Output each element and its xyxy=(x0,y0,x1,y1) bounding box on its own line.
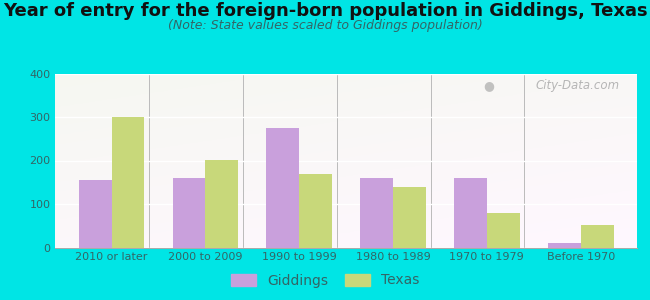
Bar xyxy=(360,178,393,247)
Bar xyxy=(299,174,332,248)
Bar xyxy=(548,243,580,248)
Bar xyxy=(112,117,144,247)
Bar xyxy=(580,225,614,248)
Bar xyxy=(454,178,487,247)
Bar xyxy=(487,213,520,248)
Bar xyxy=(266,128,299,248)
Bar xyxy=(393,188,426,248)
Text: City-Data.com: City-Data.com xyxy=(536,79,619,92)
Text: ●: ● xyxy=(484,79,495,92)
Bar xyxy=(172,178,205,247)
Text: Year of entry for the foreign-born population in Giddings, Texas: Year of entry for the foreign-born popul… xyxy=(3,2,647,20)
Text: (Note: State values scaled to Giddings population): (Note: State values scaled to Giddings p… xyxy=(168,20,482,32)
Legend: Giddings, Texas: Giddings, Texas xyxy=(226,268,424,293)
Bar xyxy=(79,180,112,248)
Bar xyxy=(205,160,238,248)
